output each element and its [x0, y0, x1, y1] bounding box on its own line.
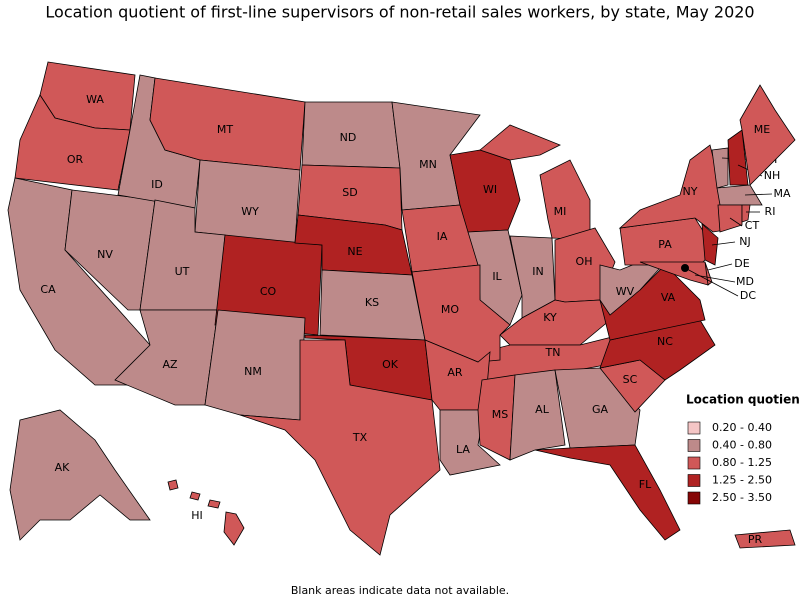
state-label: NC [657, 335, 673, 348]
state-label: AR [447, 366, 463, 379]
legend-label: 0.40 - 0.80 [712, 439, 772, 452]
state-label: WI [483, 183, 497, 196]
state-label: AK [55, 461, 71, 474]
legend-swatch [687, 421, 701, 435]
state-shape [167, 479, 179, 491]
state-label: HI [191, 509, 203, 522]
state-label: ME [754, 123, 770, 136]
state-label: LA [456, 443, 470, 456]
state-label: NM [244, 365, 262, 378]
state-label: MO [441, 303, 459, 316]
state-shape [207, 499, 221, 509]
state-label: DE [734, 257, 749, 270]
state-shape [639, 261, 709, 286]
state-label: ND [340, 131, 357, 144]
leader-line [707, 263, 733, 271]
leader-line [729, 217, 743, 227]
legend-title: Location quotient [686, 393, 800, 407]
legend-label: 0.80 - 1.25 [712, 456, 772, 469]
state-label: VA [661, 291, 676, 304]
state-shape [734, 529, 796, 549]
state-label: NV [97, 248, 113, 261]
legend-label: 2.50 - 3.50 [712, 491, 772, 504]
state-shape [479, 124, 561, 161]
note: Blank areas indicate data not available. [291, 584, 509, 597]
legend-swatch [687, 474, 701, 487]
state-label: AL [535, 403, 550, 416]
state-label: MI [554, 205, 567, 218]
state-label: TN [545, 346, 561, 359]
state-label: NH [764, 169, 781, 182]
state-label: SD [342, 186, 357, 199]
state-shape [189, 491, 201, 501]
state-label: DC [740, 289, 756, 302]
state-label: MD [736, 275, 754, 288]
state-label: MT [217, 123, 233, 136]
state-label: PR [748, 533, 763, 546]
state-label: MS [492, 408, 508, 421]
state-shape [741, 204, 751, 223]
map-title: Location quotient of first-line supervis… [45, 3, 754, 22]
state-label: NJ [739, 235, 750, 248]
state-label: NE [347, 245, 362, 258]
leader-line [684, 267, 739, 297]
state-label: UT [175, 265, 190, 278]
state-label: WY [241, 205, 259, 218]
state-shape [739, 84, 796, 186]
state-label: NY [683, 185, 698, 198]
state-shape [539, 159, 591, 241]
state-label: IL [492, 270, 502, 283]
state-shape [599, 319, 716, 381]
state-shape [509, 369, 566, 461]
state-label: AZ [162, 358, 178, 371]
state-label: IA [437, 230, 448, 243]
state-shape [239, 339, 441, 556]
state-shape [534, 444, 681, 541]
state-label: KY [543, 311, 557, 324]
state-shape [477, 374, 516, 461]
state-label: CO [260, 285, 277, 298]
state-label: CA [40, 283, 56, 296]
legend-label: 1.25 - 2.50 [712, 474, 772, 487]
state-shape [717, 204, 743, 233]
leader-line [744, 193, 773, 196]
state-label: SC [623, 373, 638, 386]
state-label: TX [352, 431, 368, 444]
state-shape [14, 94, 131, 191]
state-label: MN [419, 158, 437, 171]
state-shape [716, 184, 763, 206]
state-label: RI [765, 205, 776, 218]
state-label: OH [576, 255, 593, 268]
state-shape [618, 144, 726, 233]
state-shape [9, 409, 151, 541]
state-label: FL [639, 478, 652, 491]
state-label: OK [382, 358, 399, 371]
state-shape [599, 261, 661, 316]
state-label: WV [616, 285, 635, 298]
state-label: IN [532, 265, 543, 278]
state-shape [223, 511, 245, 546]
state-label: OR [67, 153, 84, 166]
state-label: PA [658, 238, 672, 251]
legend-swatch [687, 439, 701, 452]
state-label: GA [592, 403, 609, 416]
leader-line [711, 241, 736, 246]
leader-line [694, 274, 736, 283]
state-label: ID [151, 178, 163, 191]
legend-swatch [687, 456, 701, 470]
state-label: WA [86, 93, 104, 106]
state-label: KS [365, 296, 379, 309]
state-shape [701, 223, 719, 266]
legend-swatch [687, 491, 701, 505]
state-label: MA [773, 187, 790, 200]
state-shape [194, 159, 301, 244]
state-label: CT [745, 219, 760, 232]
state-shape [214, 234, 323, 336]
legend-label: 0.20 - 0.40 [712, 421, 772, 434]
